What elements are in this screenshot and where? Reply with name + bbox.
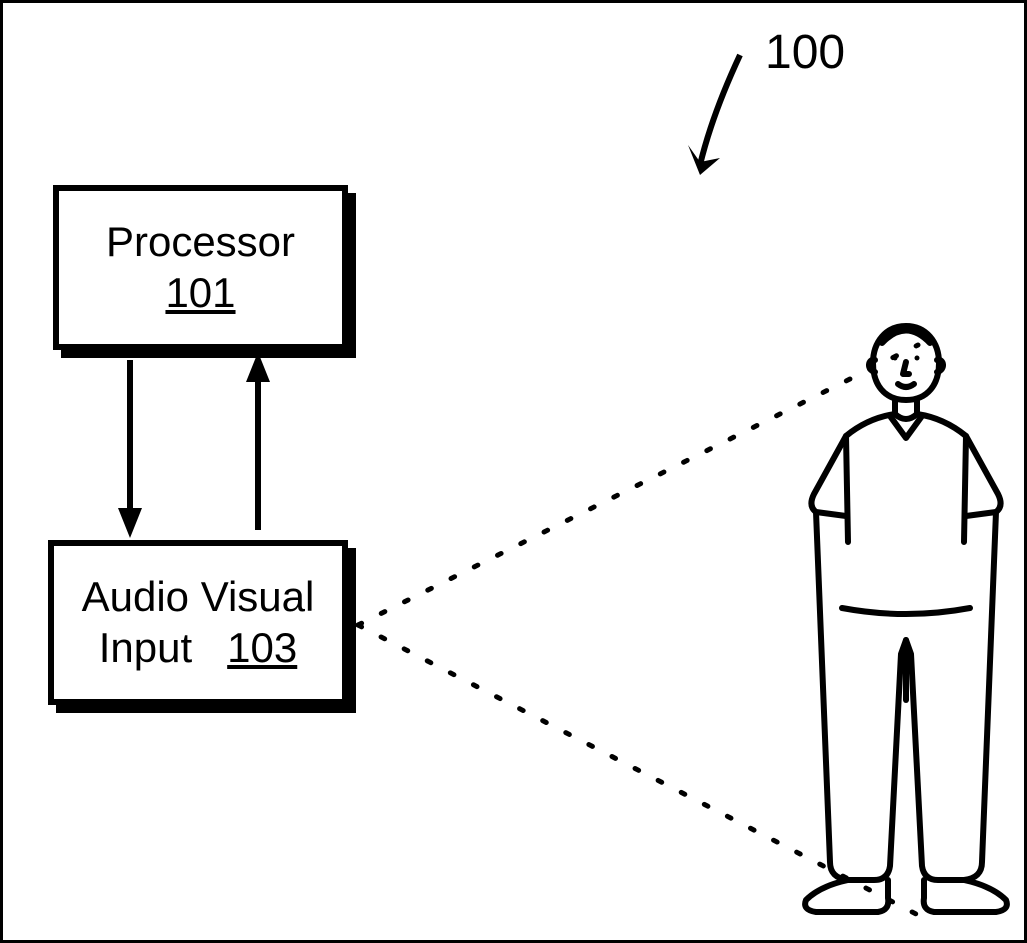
processor-label: Processor (106, 217, 295, 267)
av-input-label-line2: Input 103 (99, 623, 298, 673)
processor-ref: 101 (165, 268, 235, 318)
svg-overlay (0, 0, 1027, 943)
arrow-down-head (118, 508, 142, 538)
figure-ref-label: 100 (765, 25, 845, 80)
figure-ref-arrow-shaft (700, 55, 740, 165)
figure-ref-arrow-head (688, 145, 720, 175)
image-border (2, 2, 1026, 942)
fov-top-line (358, 345, 918, 625)
fov-bottom-line (358, 625, 918, 915)
av-input-label-line1: Audio Visual (82, 572, 315, 622)
diagram-canvas: 100 Processor 101 Audio Visual Input 103 (0, 0, 1027, 943)
processor-box: Processor 101 (53, 185, 348, 350)
person-figure (805, 326, 1007, 912)
av-input-ref: 103 (227, 624, 297, 671)
av-input-box: Audio Visual Input 103 (48, 540, 348, 705)
